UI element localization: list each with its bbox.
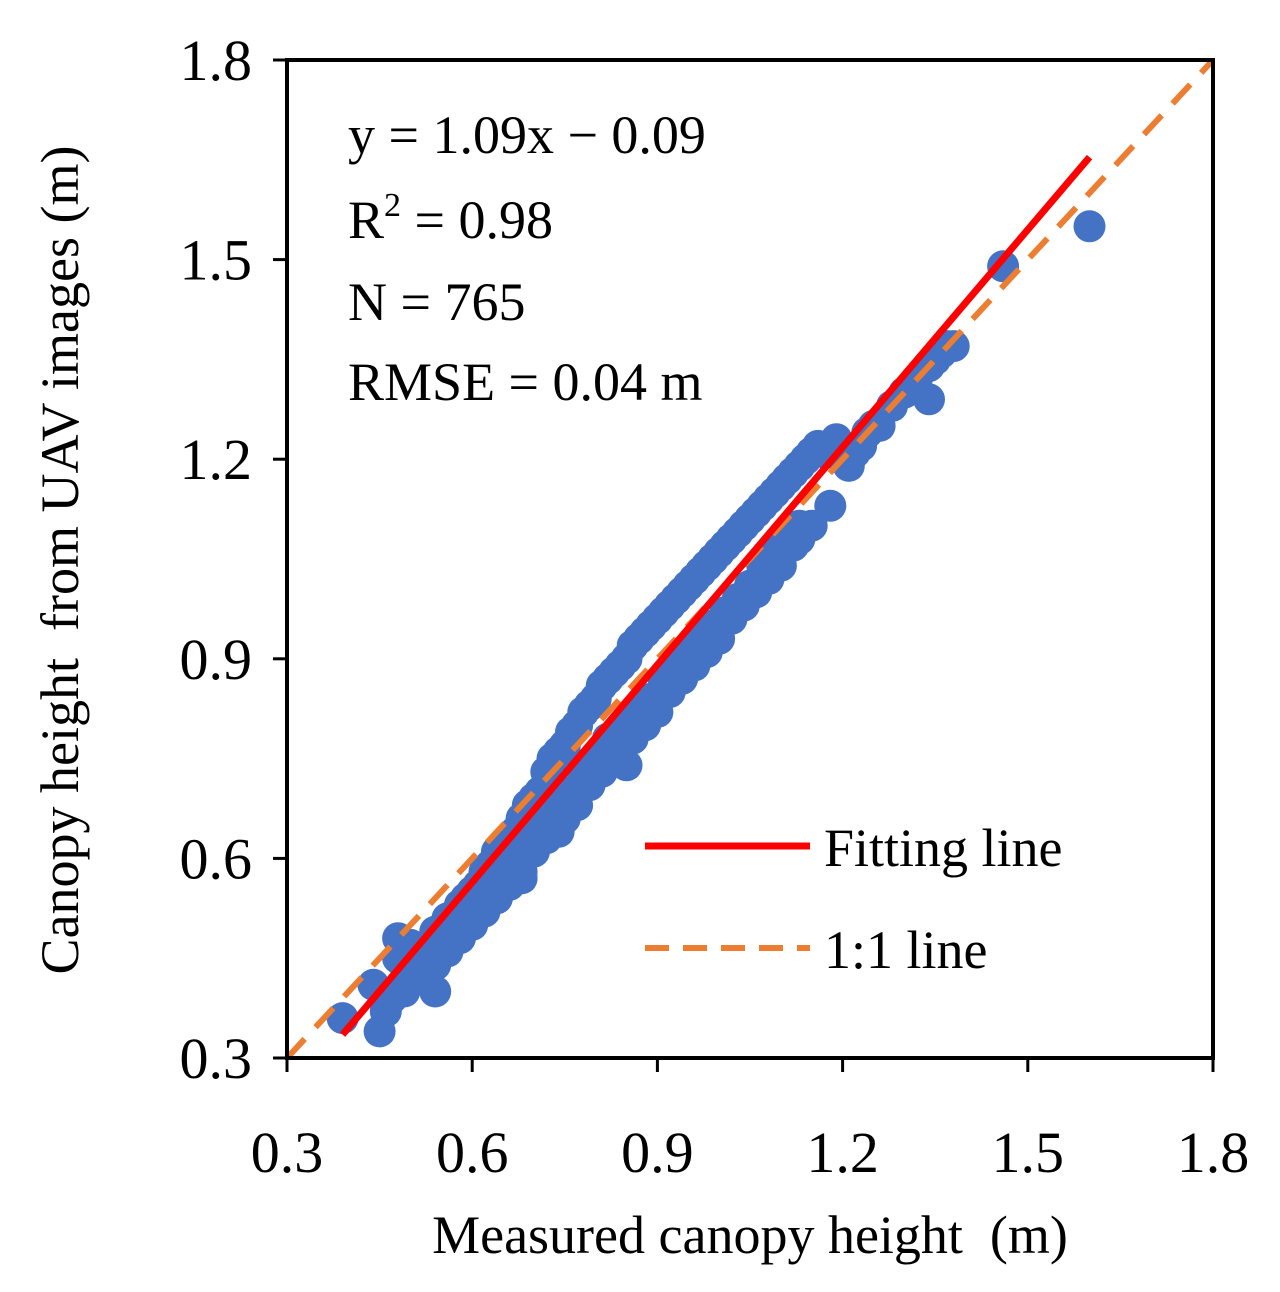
x-tick-label: 0.9 [621,1120,694,1185]
data-point [653,662,686,695]
legend-fitting-line-label: Fitting line [824,818,1063,878]
x-tick-label: 1.2 [806,1120,879,1185]
legend-identity-line-label: 1:1 line [824,920,987,980]
data-point [913,383,945,416]
data-point [517,829,550,862]
x-tick-label: 0.6 [436,1120,509,1185]
fitting-line [339,154,1093,1037]
data-point [610,749,643,782]
stat-rmse: RMSE = 0.04 m [348,352,703,412]
stat-equation: y = 1.09x − 0.09 [348,105,706,165]
y-tick-label: 1.8 [180,28,253,93]
stat-r-squared: R2 = 0.98 [348,187,553,250]
stat-r2-superscript: 2 [384,187,401,224]
y-tick-label: 1.5 [180,228,253,293]
data-point [937,330,970,363]
y-tick-label: 1.2 [180,427,253,492]
x-axis-title: Measured canopy height (m) [432,1205,1068,1265]
y-axis-title: Canopy height from UAV images (m) [30,146,90,975]
data-point [727,582,760,615]
data-point [1073,210,1106,243]
data-point [419,975,452,1008]
x-tick-label: 1.5 [992,1120,1065,1185]
y-tick-label: 0.6 [180,826,253,891]
data-point [703,609,736,642]
plot-frame [285,58,1215,1060]
stat-n: N = 765 [348,272,525,332]
x-tick-label: 0.3 [251,1120,324,1185]
scatter-points [326,210,1106,1048]
regression-stats: y = 1.09x − 0.09 R2 = 0.98 N = 765 RMSE … [348,105,706,412]
data-point [678,636,711,669]
data-point [493,855,526,888]
y-tick-label: 0.3 [180,1026,253,1091]
stat-r2-value: = 0.98 [401,190,553,250]
data-point [468,882,501,915]
legend: Fitting line 1:1 line [645,818,1063,980]
data-point [783,523,816,555]
x-tick-label: 1.8 [1177,1120,1250,1185]
data-point [814,489,847,522]
stat-r2-prefix: R [348,190,384,250]
y-tick-label: 0.9 [180,627,253,692]
data-point [542,815,575,848]
axis-ticks: 0.3 0.6 0.9 1.2 1.5 1.8 0.3 0.6 0.9 1.2 1.5 1.8 [180,28,1250,1185]
data-point [752,556,785,589]
fitting-line-layer [339,154,1093,1037]
